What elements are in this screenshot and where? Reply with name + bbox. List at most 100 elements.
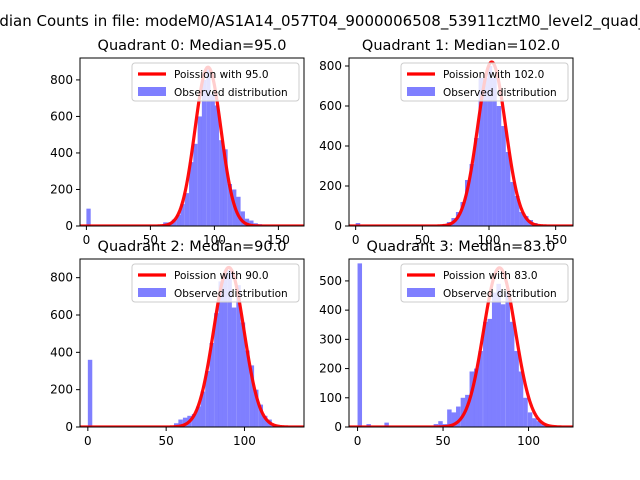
y-tick-label: 200 (319, 362, 342, 376)
histogram-bar (492, 78, 497, 226)
plot-area (349, 60, 573, 226)
y-tick-label: 800 (50, 73, 73, 87)
histogram-bar (184, 193, 190, 226)
x-tick-label: 50 (415, 233, 430, 247)
y-tick-label: 400 (50, 345, 73, 359)
y-tick-label: 800 (319, 59, 342, 73)
legend-hist-label: Observed distribution (443, 87, 557, 99)
x-tick-label: 50 (159, 434, 174, 448)
histogram-bar (384, 422, 389, 427)
histogram-bar (178, 419, 183, 427)
legend-box (400, 263, 569, 303)
histogram-bar (541, 424, 546, 427)
histogram-bar (514, 196, 520, 226)
x-tick-label: 50 (143, 233, 158, 247)
y-tick-label: 200 (50, 383, 73, 397)
legend: Poission with 83.0 Observed distribution (400, 263, 569, 303)
histogram-bar (236, 196, 241, 226)
axes-frame (79, 258, 305, 428)
histogram-bar (254, 389, 259, 427)
histogram-bar (474, 138, 479, 226)
histogram-bar (189, 162, 194, 226)
histogram-bar (86, 208, 91, 226)
histogram-bar (460, 397, 466, 427)
histogram-bar (210, 94, 215, 226)
subplot-3: 0 50 100 0 100 200 300 400 500 Quadrant 3: Median… (319, 239, 574, 448)
y-tick-label: 800 (50, 271, 73, 285)
histogram-bar (244, 218, 250, 226)
histogram-bar (505, 292, 510, 427)
histogram-bar (191, 413, 197, 427)
histogram-bar (193, 143, 198, 226)
histogram-bar (491, 292, 497, 427)
histogram-bar (206, 68, 211, 226)
figure-suptitle: Plot of Median Counts in file: modeM0/AS… (0, 12, 640, 31)
legend: Poission with 95.0 Observed distribution (131, 62, 300, 102)
y-tick-label: 600 (319, 99, 342, 113)
histogram-bar (231, 307, 237, 427)
histogram-bar (227, 184, 233, 226)
legend: Poission with 102.0 Observed distribution (400, 62, 569, 102)
histogram-bar (487, 66, 493, 226)
histogram-bar (527, 412, 533, 427)
x-tick-label: 100 (517, 434, 540, 448)
histogram-bar (236, 285, 241, 427)
histogram-bar (505, 152, 511, 226)
histogram-bar (240, 211, 245, 226)
histogram-bar (523, 397, 528, 427)
y-tick-label: 0 (65, 420, 73, 434)
histogram-bar (262, 415, 268, 427)
histogram-bar (519, 212, 524, 226)
axes-frame (79, 57, 305, 227)
y-tick-label: 0 (334, 219, 342, 233)
histogram-bar (487, 318, 492, 427)
legend-hist-label: Observed distribution (174, 288, 288, 300)
histogram-bar (249, 365, 255, 427)
histogram-bar (469, 371, 475, 427)
histogram-bar (500, 304, 506, 427)
histogram-bar (205, 371, 210, 427)
y-tick-label: 100 (319, 391, 342, 405)
histogram-bar (214, 105, 220, 226)
subplot-1: 0 50 100 150 0 200 400 600 800 Quadrant 1: Median… (319, 38, 574, 247)
poisson-curve (80, 265, 304, 427)
histogram-bar (227, 270, 232, 427)
histogram-bar (245, 350, 250, 427)
subplot-title: Quadrant 1: Median=102.0 (362, 38, 560, 54)
histogram-bar (258, 404, 264, 427)
x-tick-label: 50 (435, 434, 450, 448)
legend-hist-label: Observed distribution (174, 87, 288, 99)
histogram-bar (218, 281, 223, 427)
y-tick-label: 500 (319, 274, 342, 288)
histogram-bar (357, 263, 363, 427)
plot-area (349, 263, 573, 427)
x-tick-label: 0 (352, 233, 360, 247)
histogram-bar (209, 343, 214, 427)
histogram-bar (465, 394, 470, 427)
x-tick-label: 150 (544, 233, 567, 247)
legend-hist-swatch (407, 87, 435, 96)
x-tick-label: 0 (83, 233, 91, 247)
poisson-curve (349, 266, 573, 427)
histogram-bar (536, 421, 542, 427)
legend-box (131, 62, 300, 102)
legend-hist-swatch (138, 87, 166, 96)
legend-poisson-label: Poission with 102.0 (443, 69, 544, 81)
axes-frame (348, 57, 574, 227)
histogram-bar (478, 78, 484, 226)
legend-box (400, 62, 569, 102)
y-tick-label: 0 (334, 420, 342, 434)
y-tick-label: 400 (319, 303, 342, 317)
plot-area (80, 265, 304, 427)
histogram-bar (197, 116, 202, 226)
legend: Poission with 90.0 Observed distribution (131, 263, 300, 303)
legend-hist-label: Observed distribution (443, 288, 557, 300)
histogram-bar (473, 368, 479, 427)
histogram-bar (219, 140, 224, 226)
histogram-bar (451, 412, 457, 427)
x-tick-label: 100 (478, 233, 501, 247)
x-tick-label: 150 (267, 233, 290, 247)
histogram-bar (518, 371, 524, 427)
histogram-bar (460, 202, 465, 226)
